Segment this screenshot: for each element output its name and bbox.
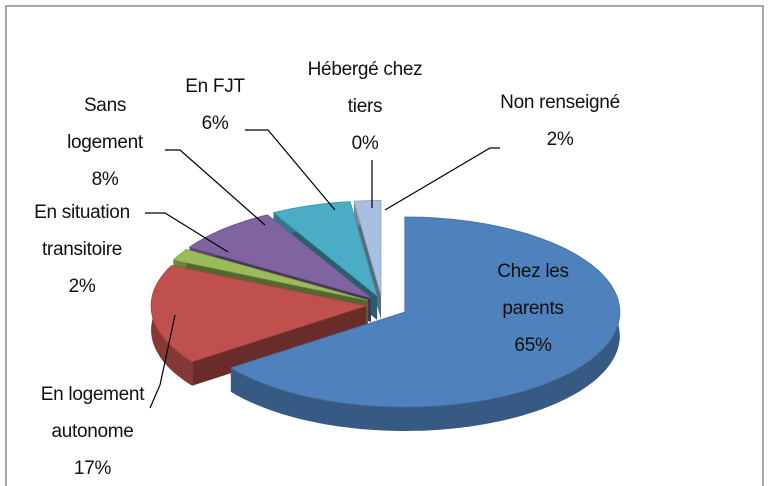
slice: [229, 216, 621, 408]
category-label: En logement autonome: [40, 384, 145, 442]
category-label: Chez les parents: [497, 261, 569, 319]
value-label: 8%: [91, 169, 119, 190]
category-label: Non renseigné: [500, 92, 620, 113]
data-label: Chez les parents 65%: [483, 253, 583, 364]
slice: [188, 214, 372, 299]
data-label: Non renseigné 2%: [495, 84, 625, 158]
slice-side: [230, 217, 620, 431]
data-label: En FJT 6%: [170, 68, 260, 142]
data-label: Hébergé chez tiers 0%: [305, 51, 425, 162]
leader-line: [165, 149, 266, 226]
category-label: Sans logement: [67, 95, 143, 153]
pie: [150, 199, 621, 431]
category-label: En FJT: [185, 76, 245, 97]
value-label: 65%: [514, 335, 552, 356]
value-label: 2%: [546, 129, 574, 150]
leader-line: [245, 129, 336, 211]
data-label: Sans logement 8%: [50, 87, 160, 198]
slice: [272, 201, 378, 298]
leader-line: [384, 147, 500, 211]
value-label: 0%: [351, 133, 379, 154]
category-label: En situation transitoire: [34, 202, 130, 260]
value-label: 2%: [68, 276, 96, 297]
leader-line: [145, 212, 229, 253]
slice: [172, 249, 369, 301]
slice: [353, 199, 382, 296]
leader-line: [149, 314, 176, 409]
data-label: En situation transitoire 2%: [2, 194, 162, 305]
value-label: 6%: [201, 113, 229, 134]
data-label: En logement autonome 17%: [20, 376, 165, 486]
slice-wall: [192, 305, 367, 386]
category-label: Hébergé chez tiers: [307, 59, 423, 117]
slice: [150, 265, 368, 363]
leader-lines: [145, 129, 500, 409]
value-label: 17%: [73, 458, 112, 479]
